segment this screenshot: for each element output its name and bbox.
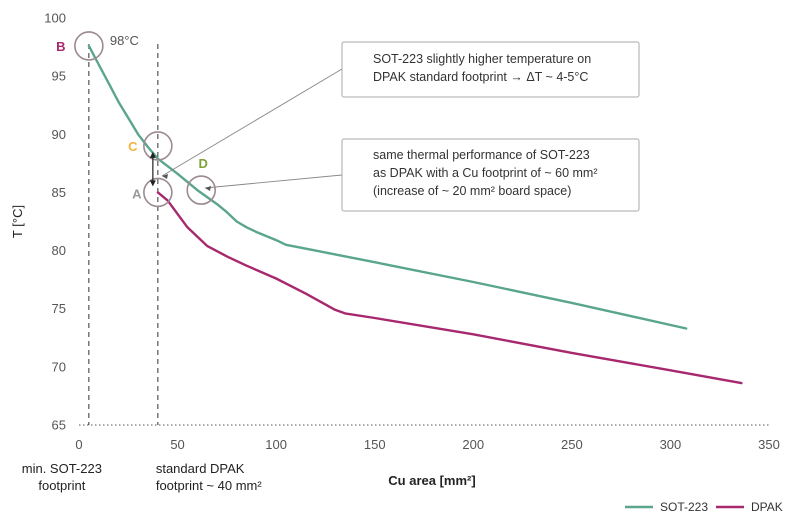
callout-box [341,41,640,98]
callout-text-line: (increase of ~ 20 mm² board space) [373,184,571,198]
callouts: SOT-223 slightly higher temperature on DP… [161,41,640,212]
point-label-b: B [56,39,65,54]
callout-leader [204,174,343,189]
callout-text-line: DPAK standard footprint → ΔT ~ 4-5°C [373,70,588,84]
y-tick-label: 65 [52,418,66,433]
y-tick-label: 75 [52,301,66,316]
x-tick-label: 100 [265,437,287,452]
x-tick-label: 200 [462,437,484,452]
callout-box [341,138,640,212]
y-axis-title: T [°C] [10,205,25,238]
callout-text-line: SOT-223 slightly higher temperature on [373,52,591,66]
series-lines [87,44,743,385]
reference-label-line: min. SOT-223 [22,461,102,476]
y-tick-label: 70 [52,359,66,374]
reference-label: min. SOT-223 footprint [22,461,102,493]
series-line-dpak [156,191,743,385]
x-tick-label: 150 [364,437,386,452]
reference-lines: min. SOT-223 footprint standard DPAK footpr… [22,44,263,493]
callout-text-line: same thermal performance of SOT-223 [373,148,590,162]
point-label-a: A [132,186,142,201]
callout-leader [161,68,343,177]
x-tick-label: 250 [561,437,583,452]
series-line-sot-223 [87,44,688,330]
point-annotation: 98°C [110,33,139,48]
y-tick-label: 90 [52,127,66,142]
x-tick-label: 350 [758,437,780,452]
reference-label-line: footprint [38,478,85,493]
axes: 65 70 75 80 85 90 95 100 0 50 100 150 200 250 300 350 Cu… [10,11,780,489]
reference-label: standard DPAK footprint ~ 40 mm² [156,461,263,493]
highlight-points: B C A D 98°C [56,31,217,208]
y-tick-label: 80 [52,243,66,258]
legend: SOT-223 DPAK [625,500,783,514]
legend-label: DPAK [751,500,783,514]
point-marker-b [74,31,104,61]
y-tick-label: 85 [52,185,66,200]
x-tick-label: 300 [660,437,682,452]
reference-label-line: standard DPAK [156,461,245,476]
reference-label-line: footprint ~ 40 mm² [156,478,263,493]
delta-arrow-head-up [149,151,156,158]
point-marker-a [143,177,173,208]
point-label-c: C [128,139,138,154]
delta-arrow-head-down [149,180,156,187]
y-tick-label: 100 [44,11,66,26]
callout-arrowhead [205,186,211,191]
x-axis-title: Cu area [mm²] [388,473,475,488]
y-tick-label: 95 [52,69,66,84]
point-label-d: D [199,156,208,171]
callout-text-line: as DPAK with a Cu footprint of ~ 60 mm² [373,166,598,180]
legend-label: SOT-223 [660,500,708,514]
x-tick-label: 50 [170,437,184,452]
point-marker-d [186,175,217,205]
x-tick-label: 0 [75,437,82,452]
callout-arrowhead [162,174,168,179]
point-marker-c [143,131,173,161]
